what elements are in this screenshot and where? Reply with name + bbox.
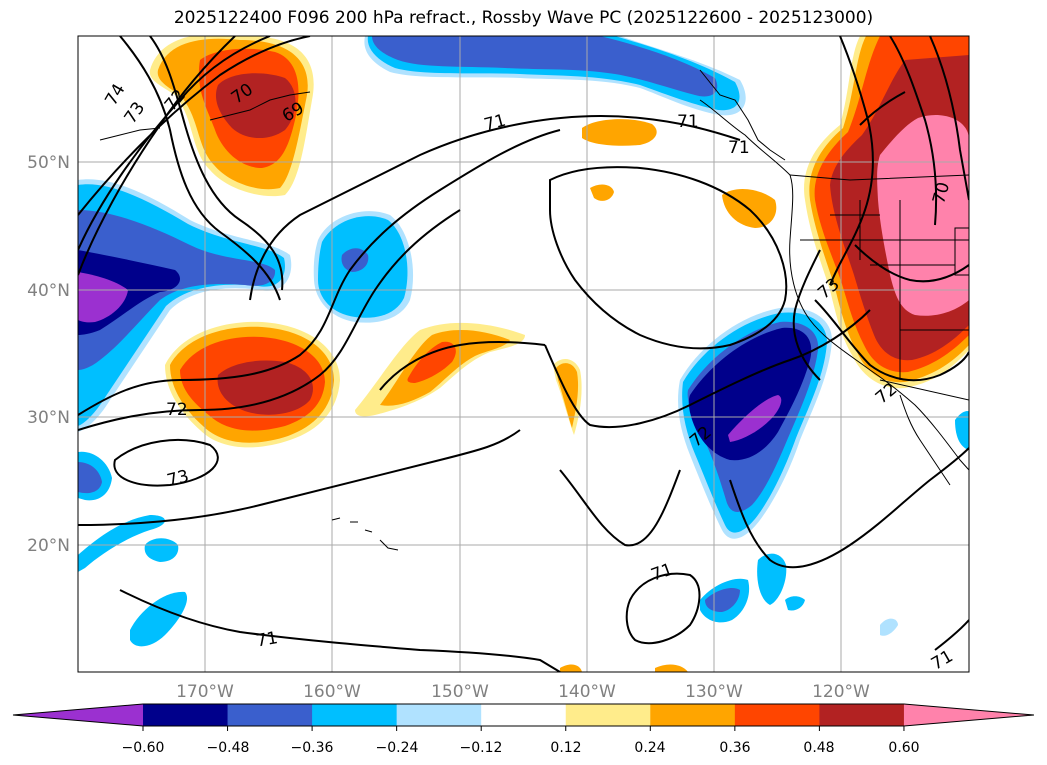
lat-label: 50°N — [27, 153, 70, 173]
colorbar-bin — [650, 704, 736, 726]
latitude-labels: 50°N 40°N 30°N 20°N — [27, 153, 70, 556]
colorbar-tick-label: 0.12 — [550, 740, 581, 756]
colorbar-tick-label: 0.60 — [888, 740, 919, 756]
colorbar-bin — [312, 704, 398, 726]
colorbar-bin — [481, 704, 567, 726]
lon-label: 150°W — [431, 682, 489, 702]
lon-label: 130°W — [685, 682, 743, 702]
colorbar-ticks: −0.60 −0.48 −0.36 −0.24 −0.12 0.12 0.24 … — [122, 740, 920, 756]
colorbar-tick-label: −0.36 — [291, 740, 334, 756]
colorbar-bin — [227, 704, 313, 726]
contour-label: 72 — [166, 400, 188, 420]
lon-label: 160°W — [303, 682, 361, 702]
contour-label: 71 — [728, 138, 750, 158]
shaded-region-east-cool — [678, 307, 832, 539]
lat-label: 30°N — [27, 408, 70, 428]
contour-lines — [78, 36, 969, 672]
colorbar-tick-label: −0.60 — [122, 740, 165, 756]
shaded-region-central-warm — [355, 322, 525, 417]
lat-label: 20°N — [27, 536, 70, 556]
lat-label: 40°N — [27, 281, 70, 301]
lon-label: 140°W — [558, 682, 616, 702]
colorbar-tick-label: −0.24 — [376, 740, 419, 756]
colorbar-bin — [819, 704, 905, 726]
colorbar-bin — [143, 704, 229, 726]
contour-label: 71 — [255, 628, 280, 651]
shaded-region-small-cool — [78, 410, 969, 647]
colorbar-bin — [734, 704, 820, 726]
colorbar-bin — [565, 704, 651, 726]
colorbar-tick-label: 0.48 — [803, 740, 834, 756]
shaded-region-west-warm — [165, 321, 340, 448]
colorbar-bin — [396, 704, 482, 726]
colorbar-tick-label: 0.24 — [634, 740, 665, 756]
colorbar-tick-label: −0.48 — [207, 740, 250, 756]
colorbar-tick-label: 0.36 — [719, 740, 750, 756]
lon-label: 120°W — [812, 682, 870, 702]
colorbar-extend-low — [13, 704, 143, 726]
colorbar-extend-high — [903, 704, 1034, 726]
shaded-region-east-warm — [804, 36, 969, 389]
map-title: 2025122400 F096 200 hPa refract., Rossby… — [173, 8, 874, 28]
colorbar-tick-label: −0.12 — [460, 740, 503, 756]
shaded-region-central-cool — [313, 211, 414, 323]
lon-label: 170°W — [176, 682, 234, 702]
colorbar — [12, 703, 1034, 731]
plot-frame — [77, 35, 970, 673]
contour-label: 71 — [677, 112, 699, 132]
plot-area: 74 73 72 70 69 71 71 71 70 73 72 72 72 7… — [78, 36, 969, 672]
longitude-labels: 170°W 160°W 150°W 140°W 130°W 120°W — [176, 682, 870, 702]
gridlines — [78, 36, 969, 672]
